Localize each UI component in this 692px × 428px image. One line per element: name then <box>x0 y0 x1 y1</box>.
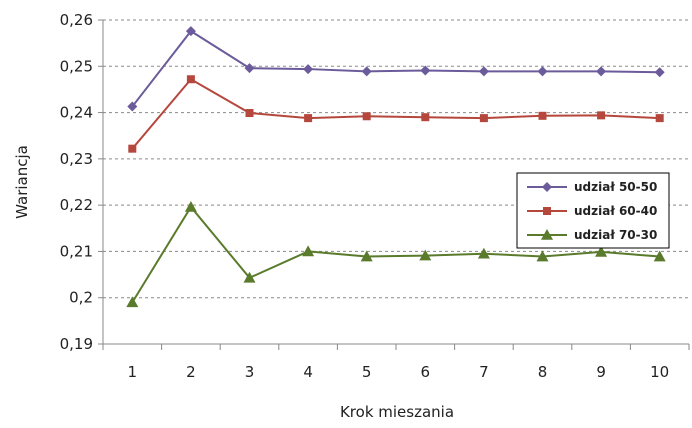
data-point-diamond <box>127 101 138 112</box>
series-line <box>131 29 660 108</box>
data-point-triangle <box>302 245 315 257</box>
data-point-square <box>362 112 371 121</box>
data-point-square <box>245 109 254 118</box>
legend-label: udział 50-50 <box>574 180 657 194</box>
legend-label: udział 70-30 <box>574 228 657 242</box>
x-tick-label: 9 <box>596 363 606 381</box>
y-tick-label: 0,26 <box>60 11 93 29</box>
x-tick-label: 10 <box>650 363 669 381</box>
data-point-triangle <box>595 245 608 257</box>
data-point-square <box>421 113 430 122</box>
data-point-square <box>597 111 606 120</box>
data-point-diamond <box>542 182 552 192</box>
x-tick-labels: 1 2 3 4 5 6 7 8 9 10 <box>128 363 670 381</box>
legend: udział 50-50 udział 60-40 udział 70-30 <box>516 172 670 249</box>
x-tick-label: 5 <box>362 363 372 381</box>
data-point-square <box>186 75 195 84</box>
y-tick-label: 0,2 <box>69 289 93 307</box>
data-point-diamond <box>420 65 431 76</box>
series-line <box>131 77 660 150</box>
data-point-triangle <box>541 229 553 240</box>
y-tick-label: 0,19 <box>60 335 93 353</box>
y-tick-label: 0,22 <box>60 196 93 214</box>
x-tick-label: 8 <box>538 363 548 381</box>
series-lines <box>131 29 660 303</box>
data-point-diamond <box>654 67 665 78</box>
y-tick-label: 0,25 <box>60 57 93 75</box>
x-tick-label: 6 <box>421 363 431 381</box>
y-tick-label: 0,24 <box>60 104 93 122</box>
data-point-triangle <box>477 247 490 259</box>
data-point-diamond <box>478 66 489 77</box>
data-point-triangle <box>243 271 256 283</box>
data-point-diamond <box>303 64 314 75</box>
data-point-triangle <box>419 249 432 261</box>
series-line <box>131 205 660 303</box>
legend-label: udział 60-40 <box>574 204 657 218</box>
x-tick-label: 3 <box>245 363 255 381</box>
series-markers <box>126 26 666 308</box>
data-point-diamond <box>185 26 196 37</box>
axes <box>98 19 690 350</box>
data-point-triangle <box>653 250 666 262</box>
data-point-square <box>655 114 664 123</box>
y-tick-label: 0,23 <box>60 150 93 168</box>
x-tick-label: 7 <box>479 363 489 381</box>
data-point-triangle <box>360 250 373 262</box>
data-point-triangle <box>126 296 139 308</box>
data-point-square <box>479 114 488 123</box>
y-tick-label: 0,21 <box>60 242 93 260</box>
data-point-square <box>538 111 547 120</box>
y-tick-labels: 0,19 0,2 0,21 0,22 0,23 0,24 0,25 0,26 <box>60 11 93 353</box>
x-tick-label: 4 <box>303 363 313 381</box>
y-axis-title: Wariancja <box>13 145 31 219</box>
data-point-square <box>304 114 313 123</box>
data-point-diamond <box>596 66 607 77</box>
x-axis-title: Krok mieszania <box>340 403 454 421</box>
x-tick-label: 2 <box>186 363 196 381</box>
x-tick-label: 1 <box>128 363 138 381</box>
data-point-square <box>128 144 137 153</box>
data-point-triangle <box>536 250 549 262</box>
data-point-diamond <box>537 66 548 77</box>
data-point-diamond <box>361 66 372 77</box>
data-point-triangle <box>184 200 197 212</box>
data-point-square <box>543 207 551 215</box>
data-point-diamond <box>244 63 255 74</box>
